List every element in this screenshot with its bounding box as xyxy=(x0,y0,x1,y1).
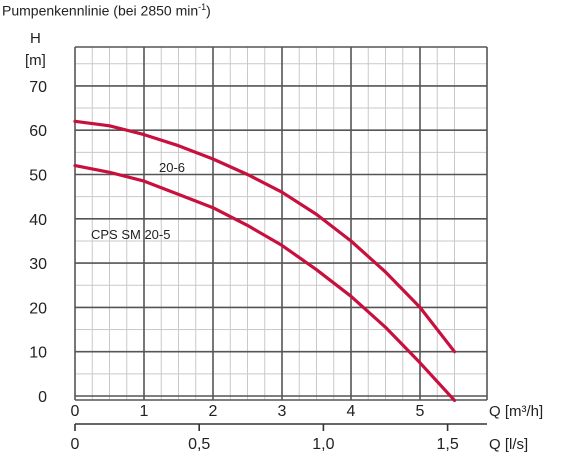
y-tick-label: 70 xyxy=(29,79,47,96)
x-axis-title-ls: Q [l/s] xyxy=(489,436,528,453)
y-tick-label: 50 xyxy=(29,168,47,185)
y-axis-title: H xyxy=(30,30,41,47)
y-axis-unit: [m] xyxy=(25,52,46,69)
y-tick-label: 0 xyxy=(38,389,47,406)
x-tick-label: 0 xyxy=(71,403,80,420)
caption-superscript: -1 xyxy=(198,2,207,12)
curve-20-6 xyxy=(73,119,457,354)
x-axis-title-m3h: Q [m³/h] xyxy=(489,403,543,420)
series-label-20-6: 20-6 xyxy=(159,160,185,175)
y-tick-label: 10 xyxy=(29,345,47,362)
curve-cps-sm-20-5 xyxy=(73,164,457,402)
x-tick-label: 1 xyxy=(140,403,149,420)
caption-suffix: ) xyxy=(206,2,211,19)
x-tick-label: 4 xyxy=(347,403,356,420)
series-label-cps-sm-20-5: CPS SM 20-5 xyxy=(91,227,170,242)
secondary-x-tick-label: 1,5 xyxy=(436,436,458,453)
x-tick-label: 5 xyxy=(416,403,425,420)
x-tick-label: 3 xyxy=(278,403,287,420)
secondary-x-tick-label: 1,0 xyxy=(312,436,334,453)
caption-prefix: Pumpenkennlinie (bei 2850 min xyxy=(2,2,199,19)
secondary-x-tick-label: 0,5 xyxy=(188,436,210,453)
chart-caption: Pumpenkennlinie (bei 2850 min-1) xyxy=(2,2,211,19)
secondary-x-tick-label: 0 xyxy=(71,436,80,453)
x-tick-label: 2 xyxy=(209,403,218,420)
y-tick-label: 40 xyxy=(29,212,47,229)
y-tick-label: 30 xyxy=(29,256,47,273)
y-tick-label: 20 xyxy=(29,300,47,317)
y-tick-label: 60 xyxy=(29,123,47,140)
